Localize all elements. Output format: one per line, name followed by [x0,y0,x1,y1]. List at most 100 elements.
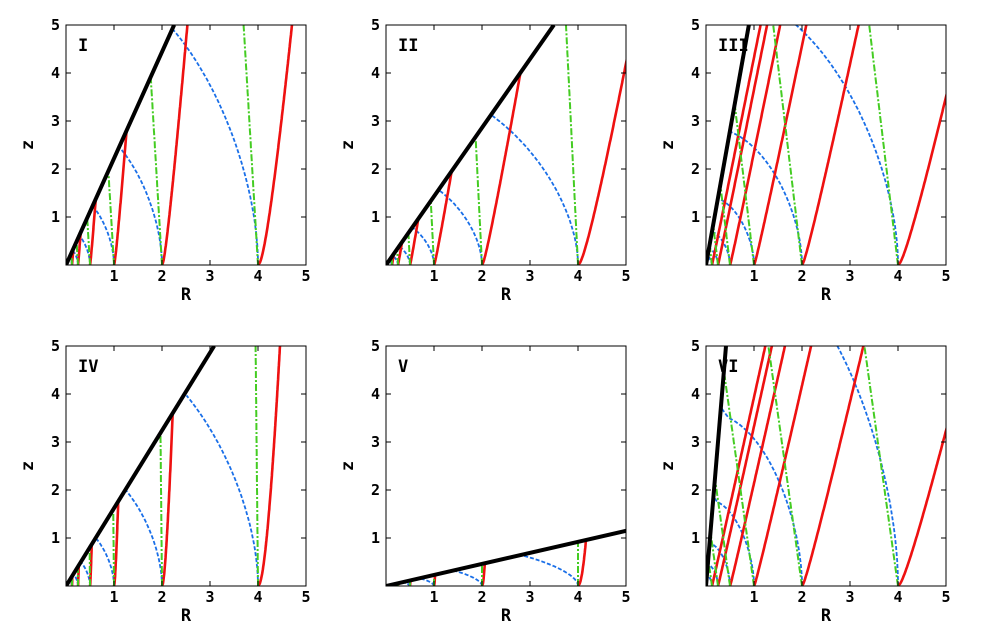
x-tick-label: 4 [253,267,262,285]
red-curve-root-0.25 [716,25,769,265]
green-curve-root-0.5 [719,185,731,265]
red-curve-root-0.125 [710,25,762,265]
y-tick-label: 1 [371,208,380,226]
blue-curve-root-0.5 [78,234,91,265]
y-tick-label: 3 [371,112,380,130]
blue-curve-root-2 [453,569,483,586]
y-tick-label: 2 [371,160,380,178]
y-tick-label: 2 [371,481,380,499]
blue-curve-root-2 [125,490,163,586]
y-tick-label: 1 [691,529,700,547]
green-curve-root-2 [474,137,483,265]
wedge-boundary-line [66,346,216,586]
panel-label: III [718,36,749,56]
blue-curve-root-2 [730,131,803,265]
y-tick-label: 4 [691,64,700,82]
x-tick-label: 1 [109,267,118,285]
y-tick-label: 2 [691,481,700,499]
green-curve-root-1 [107,171,115,265]
x-tick-label: 2 [797,267,806,285]
x-axis-label: R [181,285,192,305]
green-curve-root-2 [149,77,163,265]
wedge-boundary-line [66,25,176,265]
plot-area [66,346,282,586]
y-axis-label: z [658,461,678,471]
blue-curve-root-2 [438,189,483,265]
green-curve-root-0.25 [396,250,399,265]
panel-label: V [398,357,408,377]
blue-curve-root-1 [91,205,115,265]
panel-6: 1 2 3 4 5 1 2 3 4 5 Rz VI [658,337,951,626]
green-curve-root-4 [565,25,579,265]
x-tick-label: 4 [573,588,582,606]
red-curve-root-2 [160,413,174,586]
y-tick-label: 2 [51,160,60,178]
red-curve-root-2 [480,72,522,265]
panel-label: II [398,36,418,56]
green-curve-root-0.25 [709,533,719,586]
red-curve-root-2 [800,25,860,265]
green-curve-root-1 [429,202,435,265]
x-tick-label: 3 [845,267,854,285]
red-curve-root-0.25 [716,346,774,586]
plot-frame [705,24,947,266]
y-tick-label: 4 [371,385,380,403]
red-curve-root-1 [752,25,808,265]
wedge-boundary-line [706,346,728,586]
x-tick-label: 3 [525,588,534,606]
x-tick-label: 3 [525,267,534,285]
y-tick-label: 2 [691,160,700,178]
blue-curve-root-1 [95,537,115,586]
blue-curve-root-4 [794,25,899,265]
y-tick-label: 3 [691,433,700,451]
y-tick-label: 3 [51,433,60,451]
x-tick-label: 3 [205,588,214,606]
red-curve-root-0.5 [728,25,782,265]
y-tick-label: 1 [371,529,380,547]
red-curve-root-1 [432,171,453,265]
y-tick-label: 1 [51,529,60,547]
blue-curve-root-2 [720,406,803,586]
y-tick-label: 5 [371,337,380,355]
green-curve-root-1 [723,372,755,586]
y-axis-label: z [658,140,678,150]
x-tick-label: 2 [477,267,486,285]
x-tick-label: 4 [893,588,902,606]
x-axis-label: R [181,606,192,626]
plot-frame [65,24,307,266]
red-curve-root-2 [480,564,487,586]
y-tick-label: 3 [371,433,380,451]
x-tick-label: 1 [109,588,118,606]
x-tick-label: 5 [301,588,310,606]
y-tick-label: 4 [51,64,60,82]
x-tick-label: 1 [429,267,438,285]
y-tick-label: 4 [691,385,700,403]
x-tick-label: 5 [621,267,630,285]
x-tick-label: 5 [301,267,310,285]
y-tick-label: 5 [51,16,60,34]
x-tick-label: 4 [893,267,902,285]
x-axis-label: R [501,606,512,626]
x-tick-label: 4 [253,588,262,606]
y-axis-label: z [338,140,358,150]
red-curve-root-1 [112,501,120,586]
y-tick-label: 5 [691,337,700,355]
plot-frame [385,24,627,266]
y-tick-label: 5 [371,16,380,34]
wedge-boundary-line [706,25,751,265]
red-curve-root-4 [576,540,588,586]
x-tick-label: 3 [205,267,214,285]
green-curve-root-4 [863,346,899,586]
panel-5: 1 2 3 4 5 1 2 3 4 5 Rz V [338,337,631,626]
red-curve-root-1 [752,346,813,586]
plot-frame [705,345,947,587]
green-curve-root-1 [734,106,755,265]
panel-label: IV [78,357,98,377]
red-curve-root-2 [800,346,865,586]
x-axis-label: R [821,606,832,626]
blue-curve-root-1 [718,197,755,265]
red-curve-root-0.5 [88,200,97,265]
red-curve-root-2 [160,25,189,265]
panel-label: VI [718,357,738,377]
wedge-boundary-line [386,25,556,265]
